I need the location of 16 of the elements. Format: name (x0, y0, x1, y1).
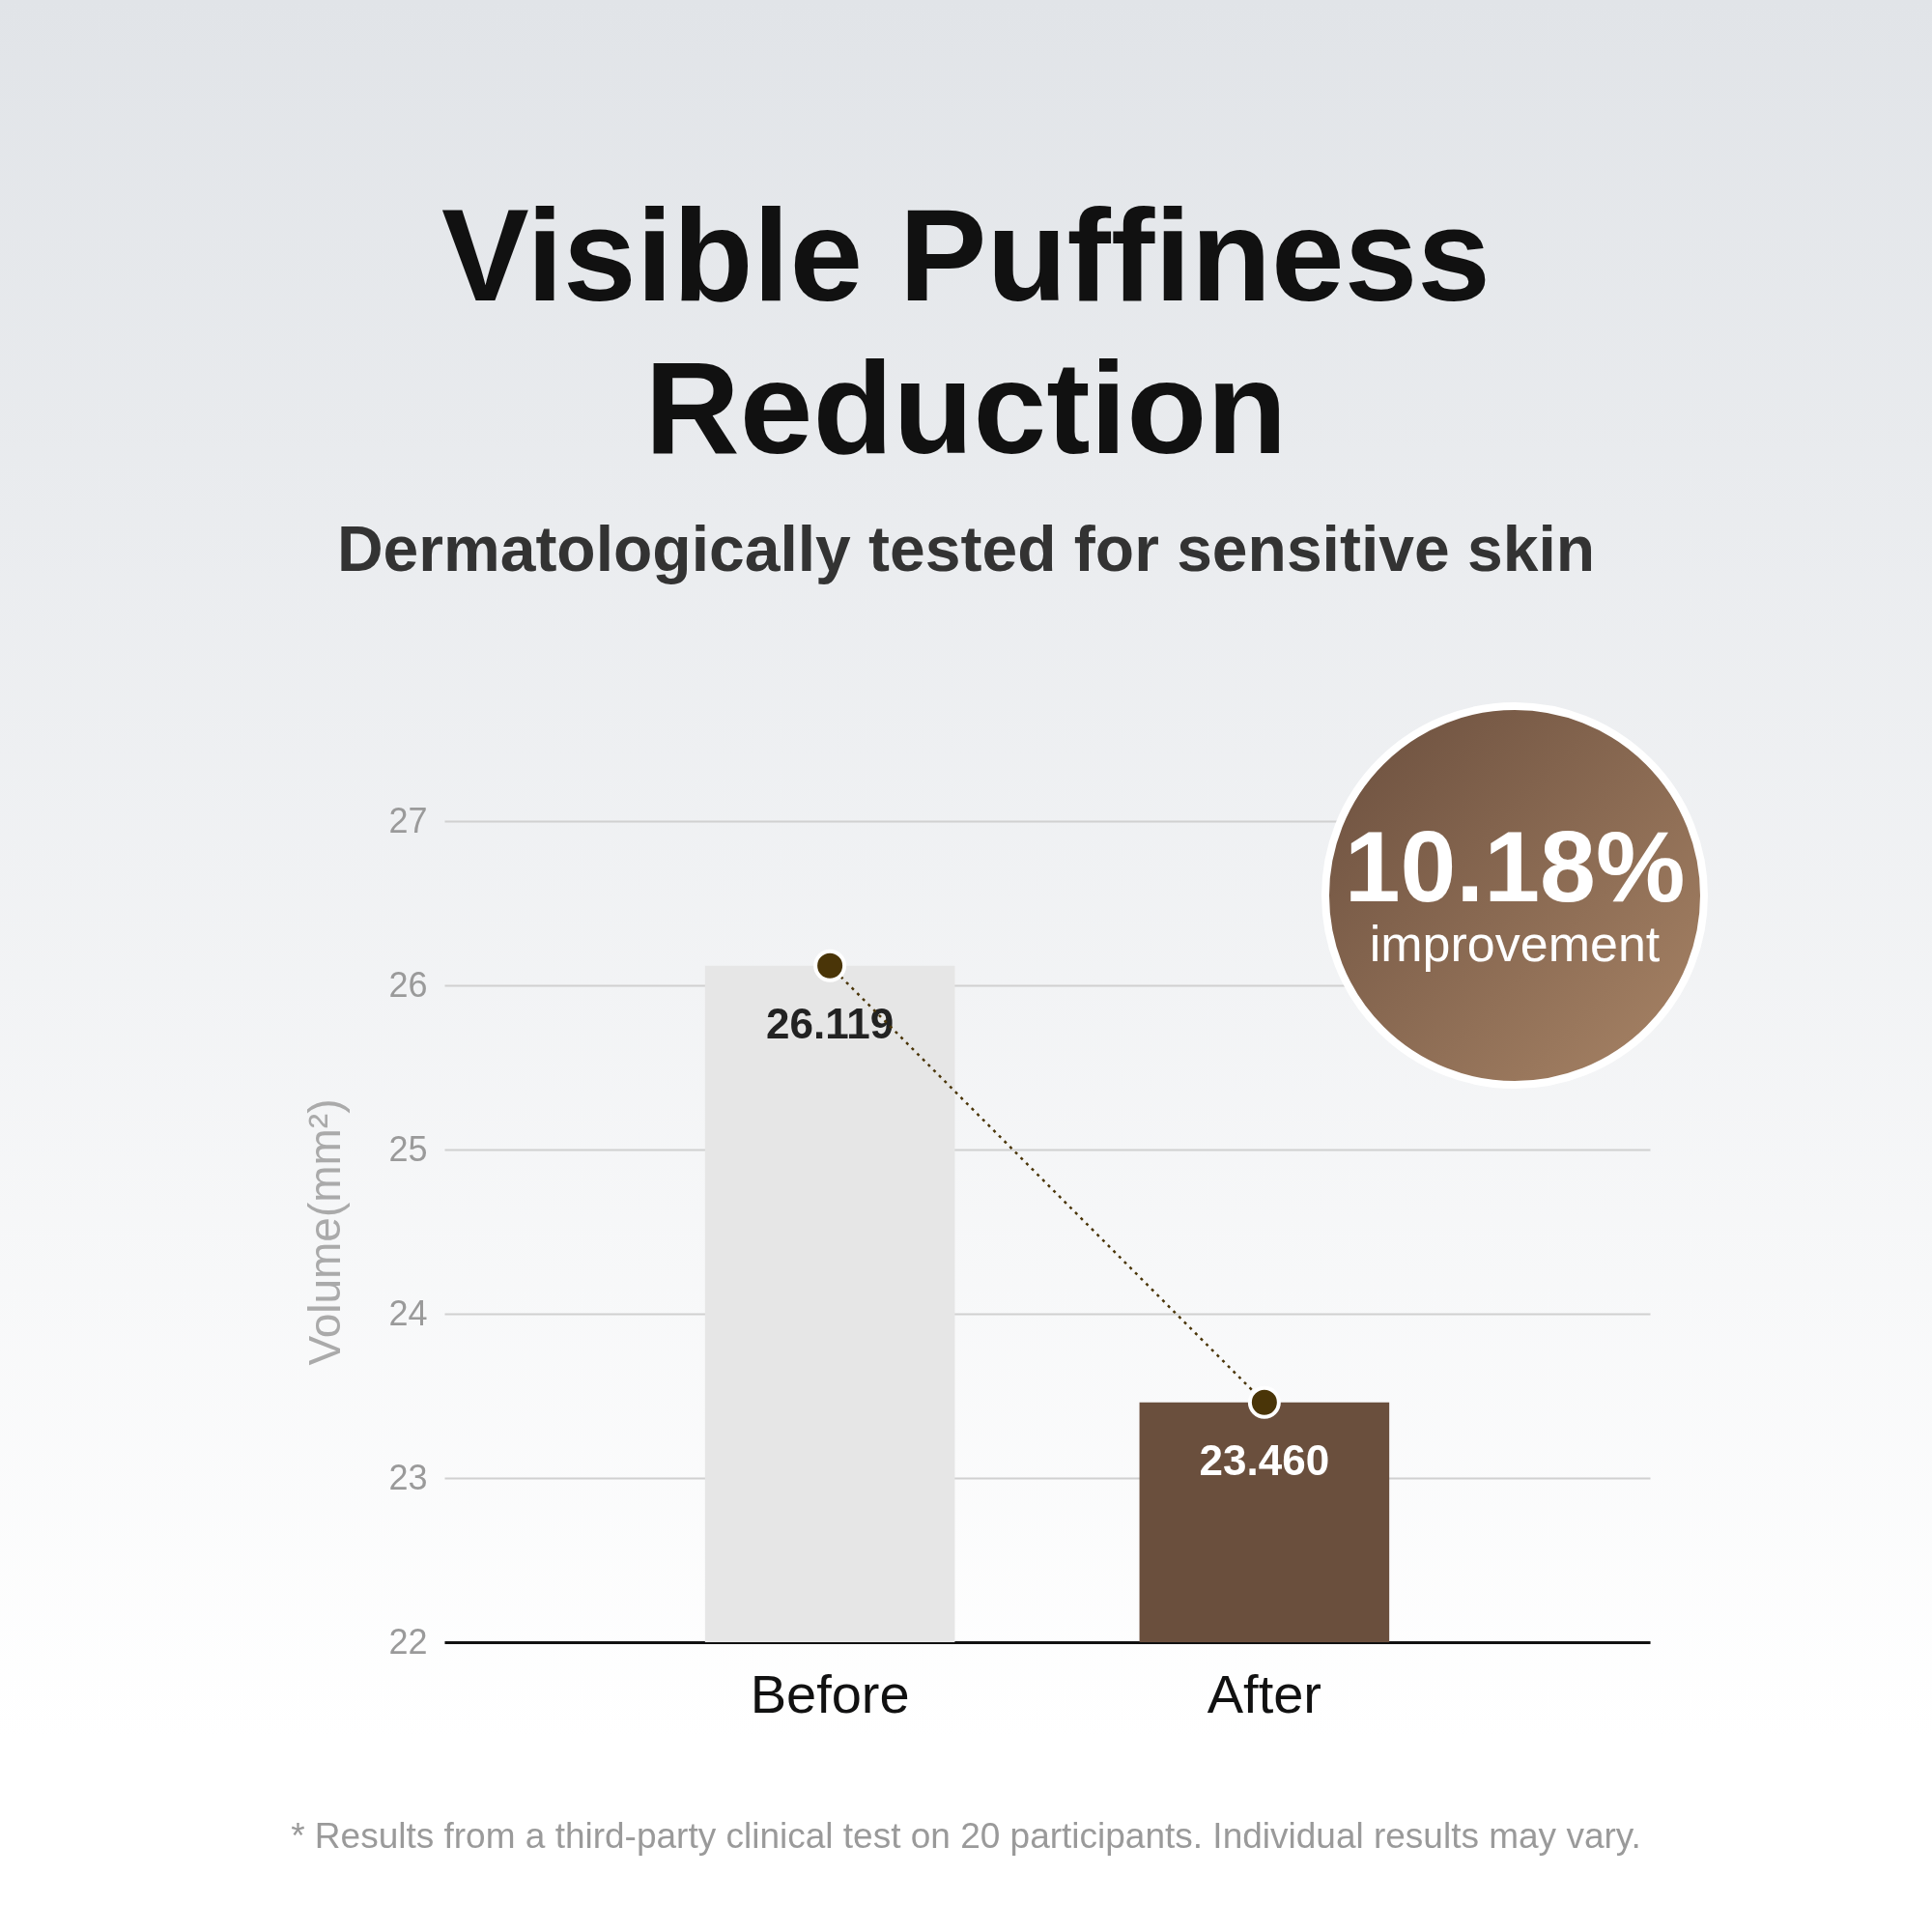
y-axis-title: Volume(mm²) (299, 1098, 351, 1366)
y-tick-label: 24 (388, 1293, 428, 1333)
y-tick-label: 27 (388, 800, 428, 840)
y-tick-label: 22 (388, 1621, 428, 1662)
data-label: 23.460 (1199, 1435, 1330, 1484)
y-tick-label: 23 (388, 1457, 428, 1497)
y-tick-label: 25 (388, 1128, 428, 1169)
chart-subtitle: Dermatologically tested for sensitive skin (335, 512, 1597, 585)
annotation: 10.18% improvement (1344, 810, 1686, 973)
chart-title: Visible Puffiness Reduction (440, 181, 1492, 483)
badge-circle: 10.18% improvement (1321, 702, 1708, 1089)
y-tick-label: 26 (388, 964, 428, 1005)
text: * Results from a third-party clinical test on 20 participants. Individual results may vary. (290, 1816, 1642, 1857)
x-tick-label: After (1207, 1662, 1321, 1724)
data-label: 26.119 (766, 999, 895, 1047)
x-tick-label: Before (750, 1662, 910, 1724)
